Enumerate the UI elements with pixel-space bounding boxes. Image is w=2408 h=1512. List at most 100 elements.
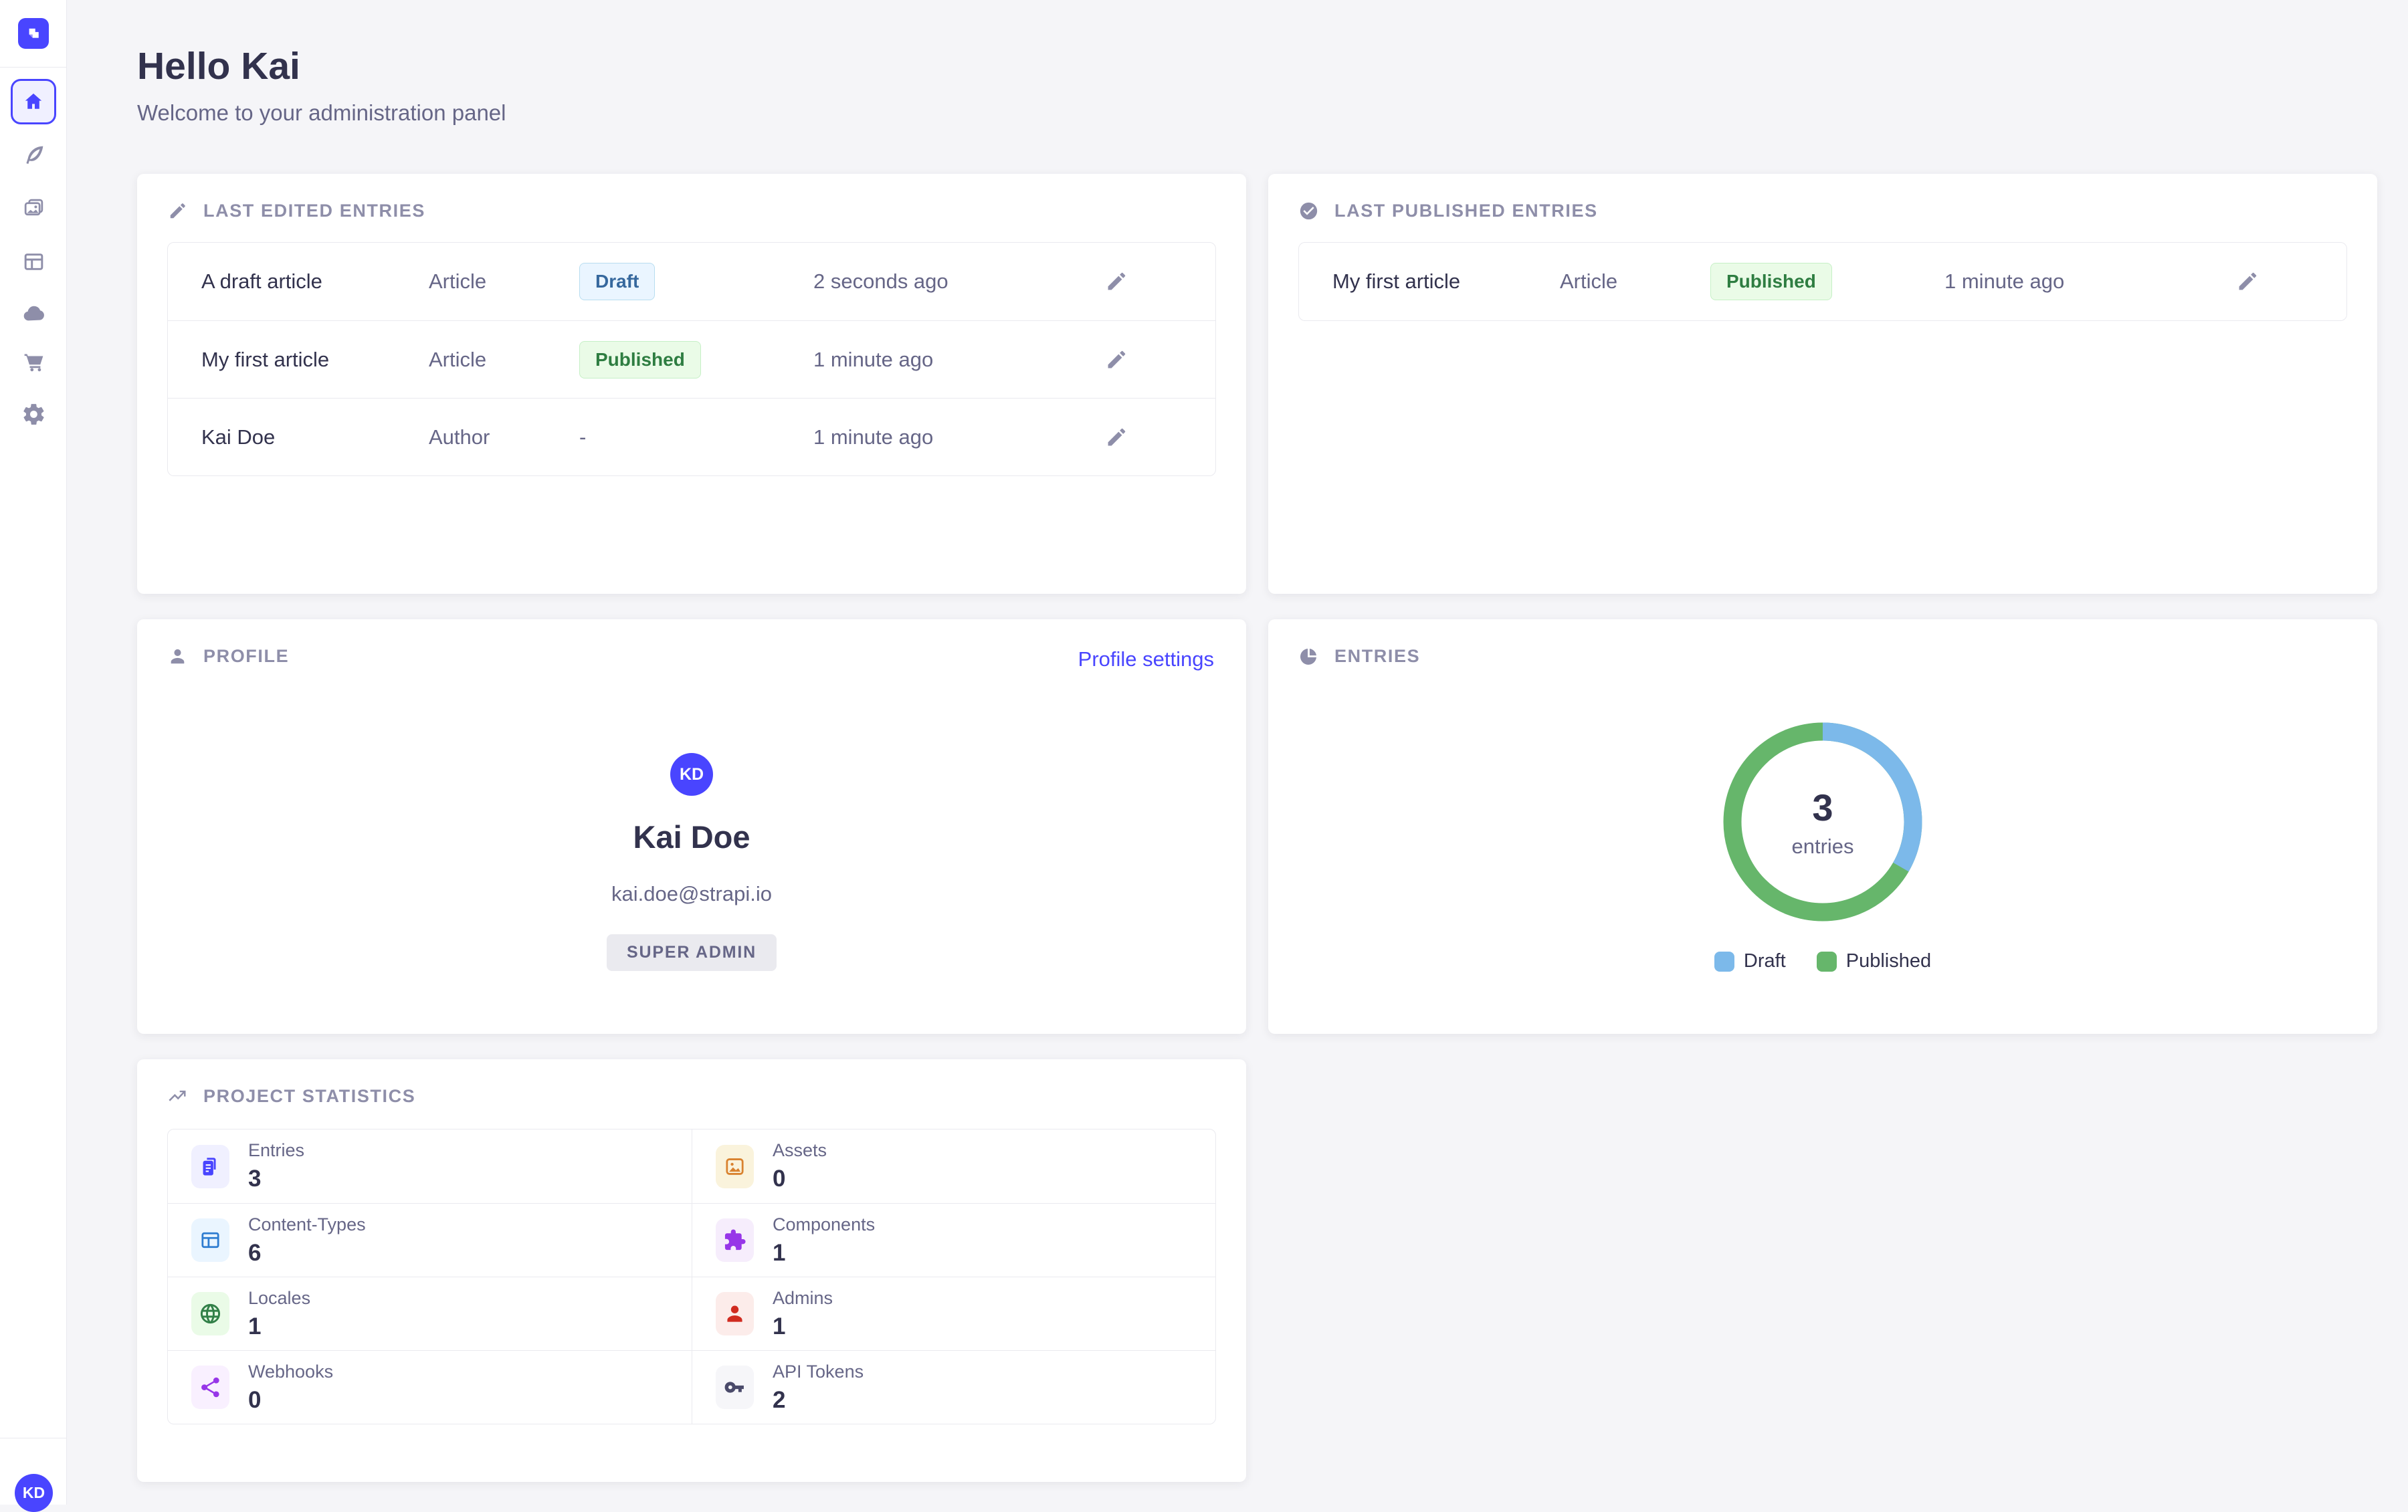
stat-cell: Content-Types 6 xyxy=(168,1203,692,1277)
stat-text: Locales 1 xyxy=(248,1288,310,1340)
stat-icon xyxy=(723,1376,746,1399)
entry-type: Article xyxy=(1560,269,1618,293)
legend-label: Draft xyxy=(1743,950,1786,972)
stat-icon xyxy=(199,1155,222,1178)
cart-icon xyxy=(21,350,46,374)
entry-time: 1 minute ago xyxy=(813,347,934,371)
entry-time: 1 minute ago xyxy=(813,425,934,449)
legend-swatch xyxy=(1714,951,1734,972)
entries-total: 3 xyxy=(1812,786,1833,829)
stat-text: Admins 1 xyxy=(773,1288,833,1340)
entries-donut-chart: 3 entries xyxy=(1712,712,1933,932)
stat-value: 1 xyxy=(773,1239,786,1266)
profile-settings-link[interactable]: Profile settings xyxy=(1078,647,1214,671)
table-row[interactable]: Kai Doe Author - 1 minute ago xyxy=(168,398,1215,475)
profile-email: kai.doe@strapi.io xyxy=(611,882,772,905)
project-statistics-card: PROJECT STATISTICS Entries 3 Assets xyxy=(137,1059,1246,1482)
stat-text: Content-Types 6 xyxy=(248,1214,366,1267)
sidebar-item-settings[interactable] xyxy=(0,401,67,427)
stat-label: Locales xyxy=(248,1287,311,1308)
card-title: PROJECT STATISTICS xyxy=(203,1086,416,1106)
stat-cell: Admins 1 xyxy=(692,1277,1215,1350)
chart-legend: Draft Published xyxy=(1268,950,2377,972)
last-published-table: My first article Article Published 1 min… xyxy=(1298,242,2347,321)
stat-text: Assets 0 xyxy=(773,1140,827,1192)
stat-icon-tile xyxy=(716,1366,754,1409)
profile-role-badge: SUPER ADMIN xyxy=(607,934,777,971)
stat-label: Assets xyxy=(773,1140,827,1160)
stat-cell: Assets 0 xyxy=(692,1129,1215,1203)
pencil-icon xyxy=(167,201,188,221)
table-row[interactable]: My first article Article Published 1 min… xyxy=(1299,243,2346,320)
stat-text: Entries 3 xyxy=(248,1140,304,1192)
stat-icon-tile xyxy=(716,1218,754,1262)
edit-pencil-icon[interactable] xyxy=(1104,269,1128,294)
status-badge: Draft xyxy=(579,263,656,300)
stat-icon-tile xyxy=(191,1292,229,1335)
stat-cell: Entries 3 xyxy=(168,1129,692,1203)
profile-card: PROFILE Profile settings KD Kai Doe kai.… xyxy=(137,619,1246,1034)
stat-icon xyxy=(199,1376,222,1399)
home-icon xyxy=(22,90,45,113)
table-row[interactable]: My first article Article Published 1 min… xyxy=(168,320,1215,398)
legend-item: Draft xyxy=(1714,950,1786,972)
card-header: PROFILE xyxy=(167,646,289,667)
strapi-logo[interactable] xyxy=(18,18,49,49)
sidebar-item-deploy[interactable] xyxy=(0,300,67,327)
stat-value: 3 xyxy=(248,1166,262,1192)
edit-pencil-icon[interactable] xyxy=(1104,425,1128,449)
stat-cell: API Tokens 2 xyxy=(692,1350,1215,1424)
entry-title: My first article xyxy=(1332,269,1461,293)
stat-label: Entries xyxy=(248,1140,305,1160)
stat-icon xyxy=(723,1155,746,1178)
status-badge: Published xyxy=(1710,263,1832,300)
legend-label: Published xyxy=(1845,950,1932,972)
sidebar: KD xyxy=(0,0,67,1512)
entry-title: A draft article xyxy=(201,269,322,293)
profile-name: Kai Doe xyxy=(633,819,750,855)
card-header: LAST PUBLISHED ENTRIES xyxy=(1298,201,1598,221)
sidebar-item-home[interactable] xyxy=(11,79,56,124)
table-row[interactable]: A draft article Article Draft 2 seconds … xyxy=(168,243,1215,320)
card-title: ENTRIES xyxy=(1334,646,1421,666)
cloud-icon xyxy=(21,302,46,326)
layout-icon xyxy=(21,249,46,274)
card-title: LAST EDITED ENTRIES xyxy=(203,201,425,221)
stat-icon-tile xyxy=(191,1366,229,1409)
card-header: PROJECT STATISTICS xyxy=(167,1086,415,1107)
stats-grid: Entries 3 Assets 0 Content-T xyxy=(167,1129,1216,1424)
stat-icon-tile xyxy=(716,1144,754,1188)
entry-title: My first article xyxy=(201,347,330,371)
feather-icon xyxy=(21,143,46,168)
stat-label: Components xyxy=(773,1214,876,1234)
stat-icon xyxy=(199,1302,222,1325)
page-subtitle: Welcome to your administration panel xyxy=(137,100,506,125)
sidebar-item-content-type-builder[interactable] xyxy=(0,248,67,275)
sidebar-item-content-manager[interactable] xyxy=(0,142,67,169)
page-title: Hello Kai xyxy=(137,45,300,88)
sidebar-item-media-library[interactable] xyxy=(0,195,67,221)
stat-icon xyxy=(723,1228,746,1252)
strapi-logo-icon xyxy=(29,28,39,38)
images-icon xyxy=(21,196,46,221)
last-published-entries-card: LAST PUBLISHED ENTRIES My first article … xyxy=(1268,174,2377,594)
user-avatar[interactable]: KD xyxy=(15,1474,53,1512)
legend-item: Published xyxy=(1816,950,1932,972)
stat-icon xyxy=(199,1228,222,1252)
edit-pencil-icon[interactable] xyxy=(2235,269,2260,294)
entry-type: Author xyxy=(429,425,490,449)
sidebar-item-marketplace[interactable] xyxy=(0,348,67,375)
stat-icon-tile xyxy=(716,1292,754,1335)
stat-label: API Tokens xyxy=(773,1361,864,1382)
status-badge: - xyxy=(579,425,587,449)
stat-icon-tile xyxy=(191,1144,229,1188)
entry-title: Kai Doe xyxy=(201,425,276,449)
stat-value: 6 xyxy=(248,1239,262,1266)
stat-label: Admins xyxy=(773,1287,833,1308)
entry-time: 2 seconds ago xyxy=(813,269,948,293)
edit-pencil-icon[interactable] xyxy=(1104,348,1128,372)
card-header: ENTRIES xyxy=(1298,646,1420,667)
last-edited-entries-card: LAST EDITED ENTRIES A draft article Arti… xyxy=(137,174,1246,594)
stat-icon xyxy=(723,1302,746,1325)
stat-value: 0 xyxy=(773,1166,786,1192)
